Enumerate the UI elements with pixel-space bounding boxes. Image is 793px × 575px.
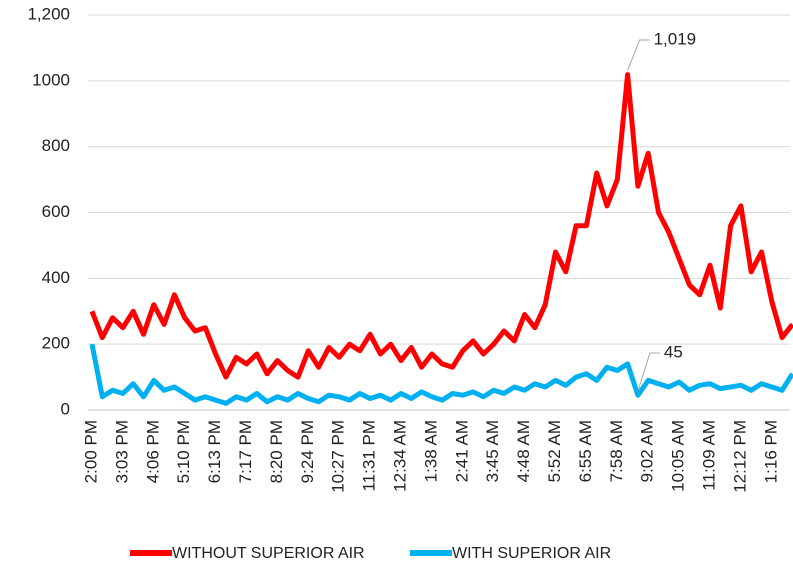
leader-line [627,39,650,71]
y-tick-label: 400 [42,268,70,287]
x-tick-label: 5:10 PM [174,420,193,483]
x-tick-label: 1:38 AM [421,420,440,482]
x-tick-label: 6:13 PM [205,420,224,483]
data-label: 1,019 [654,29,697,48]
x-tick-label: 9:02 AM [638,420,657,482]
y-tick-label: 1000 [32,70,70,89]
x-tick-label: 10:27 PM [329,420,348,493]
x-tick-label: 2:41 AM [452,420,471,482]
y-tick-label: 800 [42,136,70,155]
x-tick-label: 1:16 PM [761,420,780,483]
y-tick-label: 0 [61,399,70,418]
x-tick-label: 2:00 PM [81,420,100,483]
x-tick-label: 3:03 PM [112,420,131,483]
x-tick-label: 7:58 AM [607,420,626,482]
x-tick-label: 10:05 AM [669,420,688,492]
x-tick-label: 6:55 AM [576,420,595,482]
x-tick-label: 3:45 AM [483,420,502,482]
x-tick-label: 8:20 PM [267,420,286,483]
series-line [89,72,793,380]
legend-label: WITH SUPERIOR AIR [452,545,611,562]
x-tick-label: 5:52 AM [545,420,564,482]
y-tick-label: 200 [42,334,70,353]
data-label: 45 [664,342,683,361]
x-tick-label: 4:06 PM [143,420,162,483]
y-tick-label: 600 [42,202,70,221]
x-tick-label: 9:24 PM [298,420,317,483]
series-line [89,343,793,406]
x-tick-label: 12:12 PM [730,420,749,493]
x-tick-label: 4:48 AM [514,420,533,482]
x-tick-label: 11:09 AM [699,420,718,491]
x-tick-label: 11:31 PM [360,420,379,492]
leader-line [637,352,660,392]
legend-label: WITHOUT SUPERIOR AIR [172,545,365,562]
x-tick-label: 12:34 AM [390,420,409,492]
y-tick-label: 1,200 [27,4,70,23]
x-tick-label: 7:17 PM [236,420,255,483]
